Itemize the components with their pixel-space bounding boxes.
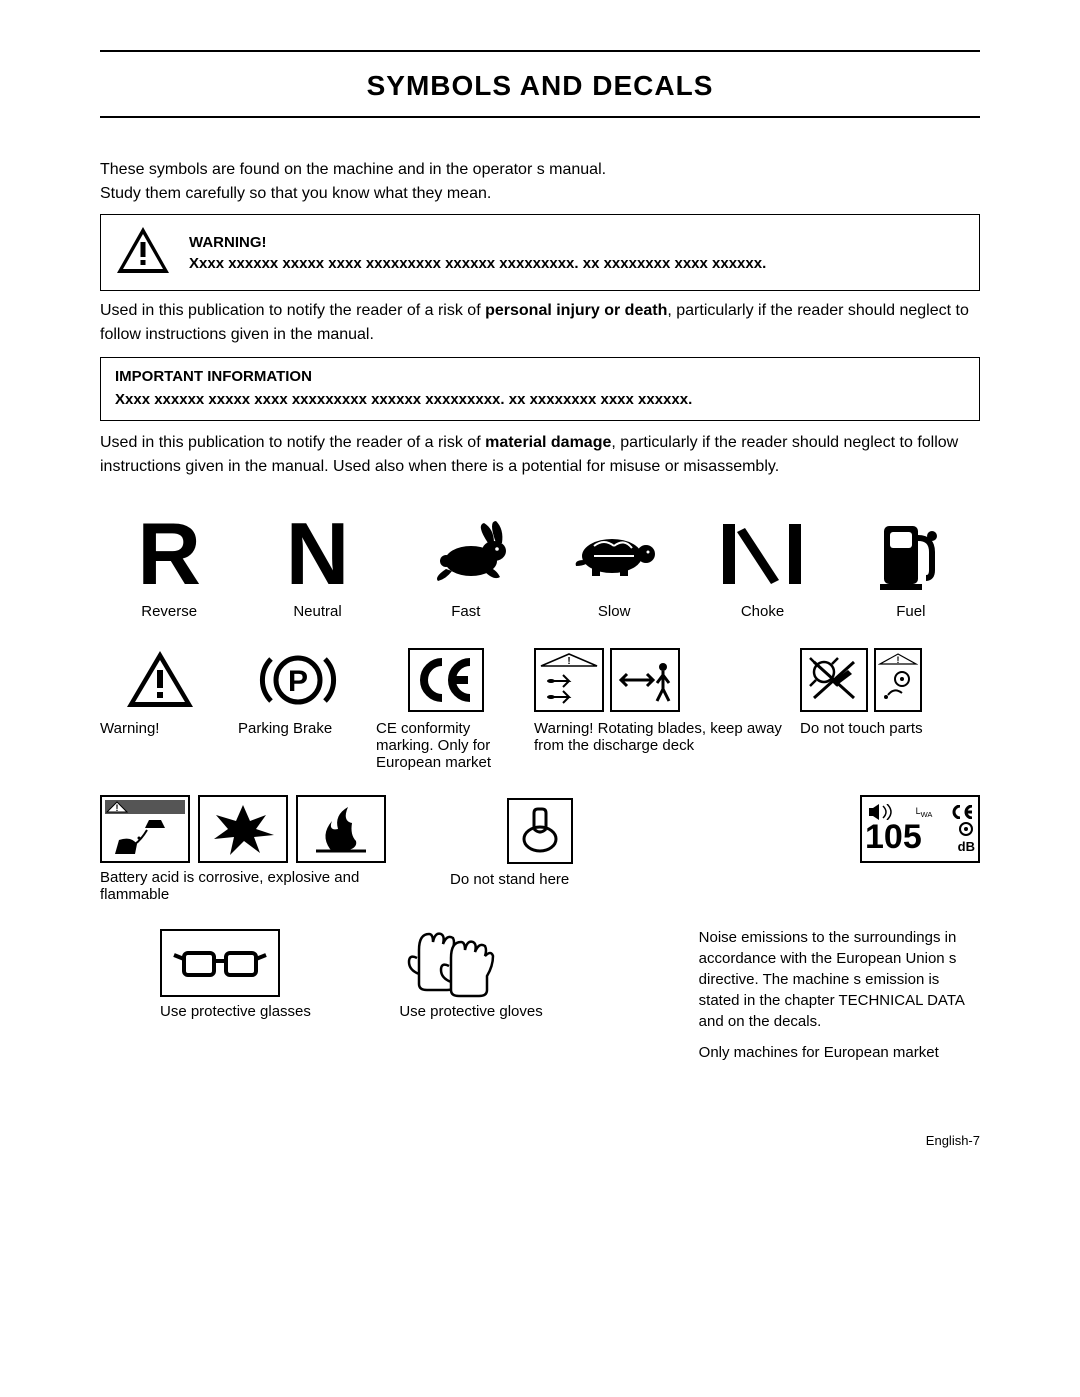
info-body: Xxxx xxxxxx xxxxx xxxx xxxxxxxxx xxxxxx … — [115, 389, 965, 410]
ce-mark-icon — [376, 644, 516, 716]
symbol-row-4: Use protective glasses Use protective gl… — [100, 927, 980, 1073]
after-info-bold: material damage — [485, 434, 611, 451]
after-warning-text: Used in this publication to notify the r… — [100, 299, 980, 347]
noise-emission-icon: LWA 105 dB — [860, 795, 980, 863]
symbol-warning: Warning! — [100, 644, 220, 737]
battery-explosive-icon — [198, 795, 288, 863]
battery-corrosive-icon: ! — [100, 795, 190, 863]
slow-label: Slow — [545, 603, 683, 620]
turtle-icon — [545, 509, 683, 599]
parking-brake-label: Parking Brake — [238, 720, 358, 737]
warning-heading: WARNING! — [189, 232, 766, 253]
symbol-neutral: N Neutral — [248, 509, 386, 620]
rabbit-icon — [397, 509, 535, 599]
symbol-choke: Choke — [693, 509, 831, 620]
symbol-battery-acid: ! — [100, 795, 432, 903]
intro-line2: Study them carefully so that you know wh… — [100, 182, 980, 206]
symbol-protective-glasses: Use protective glasses — [100, 927, 381, 1020]
svg-text:!: ! — [567, 656, 570, 667]
neutral-label: Neutral — [248, 603, 386, 620]
noise-text-1: Noise emissions to the surroundings in a… — [699, 927, 980, 1032]
reverse-label: Reverse — [100, 603, 238, 620]
symbol-fast: Fast — [397, 509, 535, 620]
fuel-pump-icon — [842, 509, 980, 599]
symbol-reverse: R Reverse — [100, 509, 238, 620]
choke-label: Choke — [693, 603, 831, 620]
rotating-blades-label: Warning! Rotating blades, keep away from… — [534, 720, 782, 754]
warning-icon — [100, 644, 220, 716]
intro-line1: These symbols are found on the machine a… — [100, 158, 980, 182]
title-rule-bottom — [100, 116, 980, 118]
warning-triangle-icon — [115, 225, 171, 280]
title-rule-top — [100, 50, 980, 52]
fast-label: Fast — [397, 603, 535, 620]
fuel-label: Fuel — [842, 603, 980, 620]
neutral-icon: N — [286, 503, 350, 605]
battery-label: Battery acid is corrosive, explosive and… — [100, 869, 432, 903]
after-info-prefix: Used in this publication to notify the r… — [100, 434, 485, 451]
symbol-protective-gloves: Use protective gloves — [399, 927, 680, 1020]
battery-flammable-icon — [296, 795, 386, 863]
noise-value: 105 — [865, 820, 922, 854]
page-footer: English-7 — [100, 1133, 980, 1148]
do-not-touch-icon: ! — [800, 644, 980, 716]
rotating-blades-icon: ! — [534, 644, 782, 716]
noise-description: Noise emissions to the surroundings in a… — [699, 927, 980, 1073]
symbol-noise: LWA 105 dB — [648, 795, 980, 855]
gloves-label: Use protective gloves — [399, 1003, 680, 1020]
do-not-touch-label: Do not touch parts — [800, 720, 980, 737]
after-warning-bold: personal injury or death — [485, 302, 667, 319]
intro-text: These symbols are found on the machine a… — [100, 158, 980, 206]
symbol-parking-brake: P Parking Brake — [238, 644, 358, 737]
symbol-ce: CE conformity marking. Only for European… — [376, 644, 516, 771]
symbol-do-not-touch: ! Do not touch parts — [800, 644, 980, 737]
choke-icon — [693, 509, 831, 599]
glasses-label: Use protective glasses — [160, 1003, 381, 1020]
do-not-stand-label: Do not stand here — [450, 871, 630, 888]
svg-text:!: ! — [116, 803, 119, 813]
parking-brake-icon: P — [238, 644, 358, 716]
symbol-row-3: ! — [100, 795, 980, 903]
after-info-text: Used in this publication to notify the r… — [100, 431, 980, 479]
gloves-icon — [399, 927, 680, 999]
do-not-stand-icon — [450, 795, 630, 867]
warning-label: Warning! — [100, 720, 220, 737]
symbols-section: R Reverse N Neutral Fast — [100, 509, 980, 1073]
warning-body: Xxxx xxxxxx xxxxx xxxx xxxxxxxxx xxxxxx … — [189, 253, 766, 274]
important-info-box: IMPORTANT INFORMATION Xxxx xxxxxx xxxxx … — [100, 357, 980, 421]
symbol-row-1: R Reverse N Neutral Fast — [100, 509, 980, 620]
after-warning-prefix: Used in this publication to notify the r… — [100, 302, 485, 319]
warning-box: WARNING! Xxxx xxxxxx xxxxx xxxx xxxxxxxx… — [100, 214, 980, 291]
symbol-do-not-stand: Do not stand here — [450, 795, 630, 888]
glasses-icon — [160, 927, 381, 999]
svg-text:!: ! — [897, 655, 900, 665]
symbol-slow: Slow — [545, 509, 683, 620]
symbol-rotating-blades: ! — [534, 644, 782, 754]
symbol-row-2: Warning! P Parking Brake — [100, 644, 980, 771]
noise-text-2: Only machines for European market — [699, 1042, 980, 1063]
ce-label: CE conformity marking. Only for European… — [376, 720, 516, 771]
noise-unit: dB — [958, 839, 975, 854]
reverse-icon: R — [137, 503, 201, 605]
info-heading: IMPORTANT INFORMATION — [115, 368, 965, 385]
svg-text:P: P — [288, 665, 308, 698]
page-title: SYMBOLS AND DECALS — [100, 70, 980, 102]
warning-text: WARNING! Xxxx xxxxxx xxxxx xxxx xxxxxxxx… — [189, 232, 766, 274]
symbol-fuel: Fuel — [842, 509, 980, 620]
